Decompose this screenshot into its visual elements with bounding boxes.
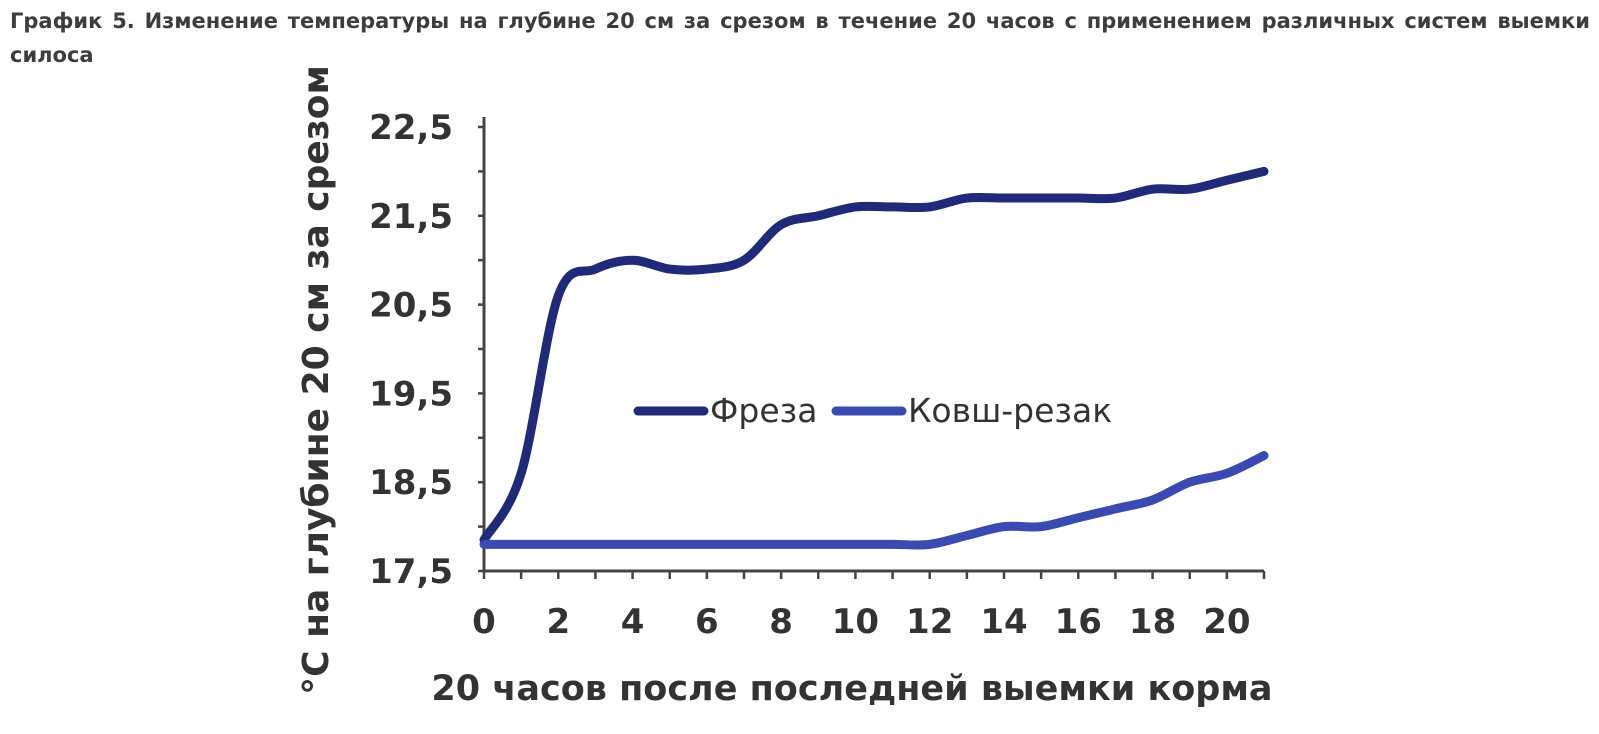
y-tick-label: 20,5	[369, 286, 453, 326]
x-axis-label: 20 часов после последней выемки корма	[431, 669, 1272, 709]
chart-series	[479, 166, 1269, 550]
x-tick-label: 10	[832, 602, 879, 642]
chart-axes: 0 2 4 6 8 10 12 14 16 18 20 17,5 18,5 19,5 20,5 21,5 22,…	[369, 108, 1266, 642]
x-tick-label: 2	[546, 602, 570, 642]
x-tick-label: 20	[1203, 602, 1250, 642]
x-tick-label: 0	[472, 602, 496, 642]
x-tick-label: 16	[1055, 602, 1102, 642]
y-tick-label: 17,5	[369, 552, 453, 592]
x-tick-label: 18	[1129, 602, 1176, 642]
x-tick-label: 4	[621, 602, 645, 642]
series-line-1	[479, 166, 1269, 545]
chart-legend: Фреза Ковш-резак	[633, 391, 1112, 430]
legend-label-1: Фреза	[710, 391, 817, 430]
y-tick-label: 19,5	[369, 374, 453, 414]
legend-label-2: Ковш-резак	[908, 391, 1112, 430]
x-tick-label: 6	[695, 602, 719, 642]
figure-caption: График 5. Изменение температуры на глуби…	[10, 9, 1590, 67]
x-tick-label: 8	[769, 602, 793, 642]
y-tick-label: 18,5	[369, 463, 453, 503]
x-tick-label: 12	[906, 602, 953, 642]
y-tick-label: 22,5	[369, 108, 453, 148]
series-line-2	[479, 451, 1269, 550]
x-tick-label: 14	[980, 602, 1027, 642]
y-tick-label: 21,5	[369, 197, 453, 237]
y-axis-label: °С на глубине 20 см за срезом	[296, 65, 337, 695]
